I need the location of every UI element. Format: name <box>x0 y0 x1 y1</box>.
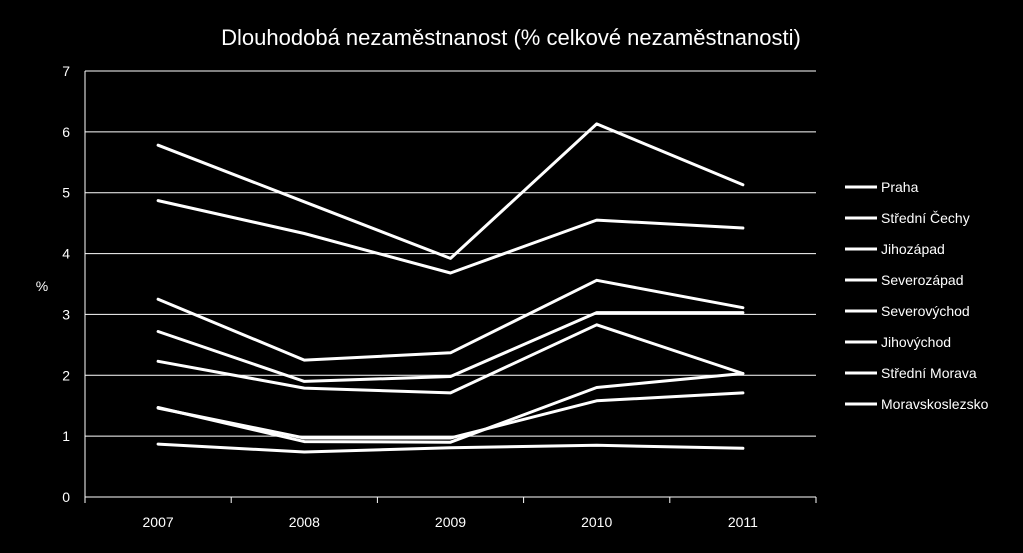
y-tick-label-1: 1 <box>62 428 70 444</box>
legend-label-střední-čechy: Střední Čechy <box>881 210 970 226</box>
y-tick-label-0: 0 <box>62 489 70 505</box>
axes: 0 1 2 3 4 5 6 7 2007 2008 2009 2010 2011 <box>62 63 817 530</box>
x-tick-label-2007: 2007 <box>143 514 174 530</box>
series-line-severovýchod <box>156 372 745 444</box>
x-tick-label-2011: 2011 <box>728 514 758 530</box>
series-line-severozápad <box>156 122 745 260</box>
legend-label-severozápad: Severozápad <box>881 272 964 288</box>
series-line-moravskoslezsko <box>156 199 745 275</box>
x-tick-label-2008: 2008 <box>289 514 320 530</box>
y-tick-label-3: 3 <box>62 306 70 322</box>
x-tick-label-2010: 2010 <box>581 514 612 530</box>
y-tick-label-7: 7 <box>62 63 70 79</box>
gridlines <box>85 70 816 437</box>
y-tick-label-4: 4 <box>62 246 70 262</box>
y-tick-label-5: 5 <box>62 185 70 201</box>
series-line-jihovýchod <box>156 311 745 383</box>
legend-label-jihozápad: Jihozápad <box>881 241 945 257</box>
legend-label-severovýchod: Severovýchod <box>881 303 970 319</box>
legend-label-praha: Praha <box>881 179 919 195</box>
series-line-střední-čechy <box>156 391 745 440</box>
y-tick-label-2: 2 <box>62 367 70 383</box>
legend: Praha Střední Čechy Jihozápad Severozápad Se… <box>845 179 989 412</box>
series-line-jihozápad <box>156 323 745 395</box>
legend-label-střední-morava: Střední Morava <box>881 365 977 381</box>
x-tick-label-2009: 2009 <box>435 514 466 530</box>
series-lines <box>156 122 745 454</box>
y-tick-label-6: 6 <box>62 124 70 140</box>
chart-title: Dlouhodobá nezaměstnanost (% celkové nez… <box>221 25 801 50</box>
legend-label-moravskoslezsko: Moravskoslezsko <box>881 396 989 412</box>
series-line-střední-morava <box>156 278 745 362</box>
legend-label-jihovýchod: Jihovýchod <box>881 334 951 350</box>
series-line-praha <box>156 442 745 454</box>
y-axis-label: % <box>36 278 48 294</box>
